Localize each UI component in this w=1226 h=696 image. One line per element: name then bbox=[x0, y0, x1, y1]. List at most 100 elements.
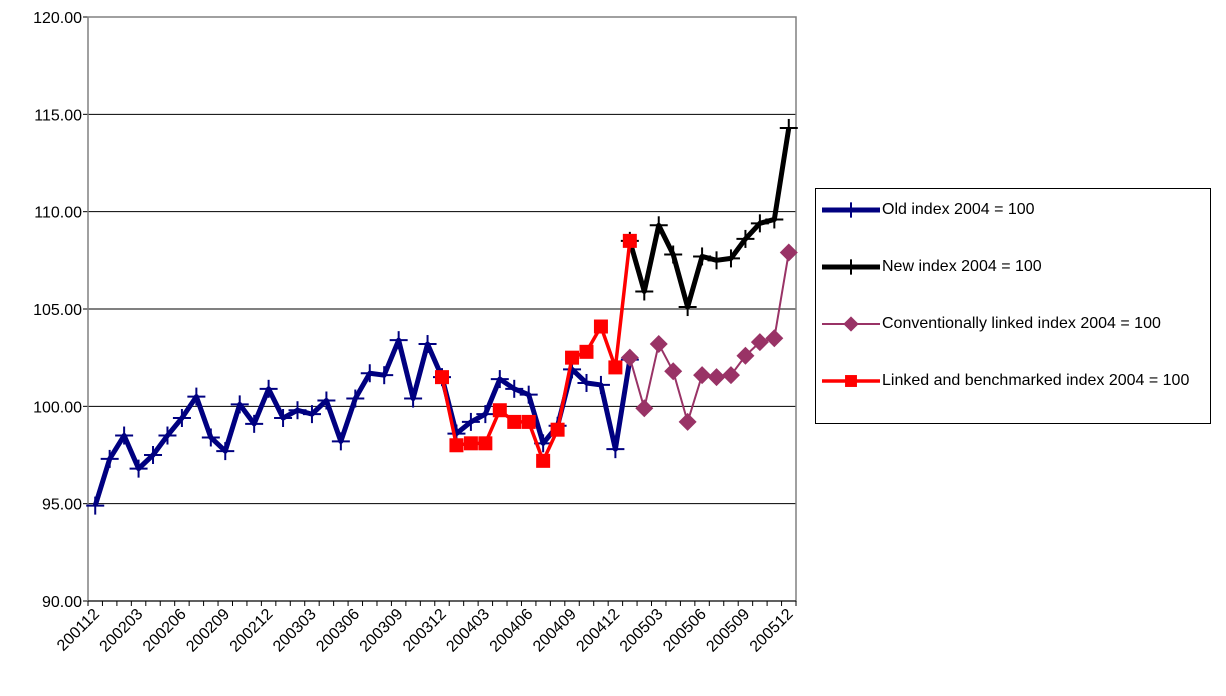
marker bbox=[608, 360, 623, 375]
x-tick-label: 200409 bbox=[530, 606, 580, 656]
marker bbox=[521, 414, 536, 429]
marker bbox=[158, 426, 177, 445]
marker bbox=[172, 409, 191, 428]
marker bbox=[635, 282, 654, 301]
marker bbox=[476, 405, 495, 424]
marker bbox=[577, 373, 596, 392]
marker bbox=[187, 387, 206, 406]
marker bbox=[216, 442, 235, 461]
marker bbox=[606, 440, 625, 459]
x-tick-label: 200506 bbox=[660, 606, 710, 656]
marker bbox=[843, 202, 859, 218]
marker bbox=[664, 245, 683, 264]
legend-swatch bbox=[822, 375, 880, 387]
marker bbox=[288, 401, 307, 420]
x-tick-label: 200212 bbox=[227, 606, 277, 656]
marker bbox=[765, 329, 784, 348]
marker bbox=[721, 249, 740, 268]
marker bbox=[750, 333, 769, 352]
legend-label: New index 2004 = 100 bbox=[882, 258, 1042, 275]
legend-swatch bbox=[822, 259, 880, 275]
marker bbox=[693, 247, 712, 266]
legend-entry: Conventionally linked index 2004 = 100 bbox=[820, 313, 1210, 334]
marker bbox=[230, 395, 249, 414]
x-tick-label: 200312 bbox=[400, 606, 450, 656]
legend: Old index 2004 = 100 New index 2004 = 100… bbox=[815, 188, 1211, 424]
x-tick-label: 200509 bbox=[703, 606, 753, 656]
marker bbox=[707, 368, 726, 387]
legend-label: Old index 2004 = 100 bbox=[882, 201, 1035, 218]
marker bbox=[461, 412, 480, 431]
marker bbox=[302, 405, 321, 424]
marker bbox=[693, 366, 712, 385]
marker bbox=[750, 214, 769, 233]
marker bbox=[507, 414, 522, 429]
y-tick-label: 115.00 bbox=[34, 107, 82, 124]
marker bbox=[678, 412, 697, 431]
y-tick-label: 110.00 bbox=[34, 205, 82, 222]
marker bbox=[649, 335, 668, 354]
x-tick-label: 200412 bbox=[573, 606, 623, 656]
x-tick-label: 200512 bbox=[747, 606, 797, 656]
legend-entry: Linked and benchmarked index 2004 = 100 bbox=[820, 370, 1210, 391]
marker bbox=[274, 409, 293, 428]
legend-label: Conventionally linked index 2004 = 100 bbox=[882, 315, 1161, 332]
marker bbox=[144, 446, 163, 464]
x-tick-label: 200209 bbox=[183, 606, 233, 656]
marker bbox=[591, 375, 610, 394]
marker bbox=[492, 403, 507, 418]
marker bbox=[418, 335, 437, 354]
marker bbox=[360, 364, 379, 383]
marker bbox=[536, 453, 551, 468]
marker bbox=[201, 428, 220, 447]
y-tick-label: 120.00 bbox=[33, 10, 82, 27]
x-tick-label: 200503 bbox=[617, 606, 667, 656]
marker bbox=[245, 414, 264, 433]
marker bbox=[721, 366, 740, 385]
legend-swatch bbox=[822, 202, 880, 218]
y-tick-label: 100.00 bbox=[33, 399, 82, 416]
marker bbox=[463, 436, 478, 451]
marker bbox=[259, 379, 278, 398]
marker bbox=[565, 350, 580, 365]
marker bbox=[736, 346, 755, 365]
y-tick-label: 95.00 bbox=[42, 497, 82, 514]
x-tick-label: 200403 bbox=[443, 606, 493, 656]
marker bbox=[435, 370, 449, 385]
marker bbox=[550, 422, 565, 437]
series-line bbox=[627, 127, 792, 310]
marker bbox=[505, 379, 524, 398]
marker bbox=[490, 370, 509, 389]
marker bbox=[620, 348, 639, 367]
marker bbox=[404, 389, 423, 408]
marker bbox=[843, 259, 859, 275]
marker bbox=[779, 243, 798, 262]
legend-swatch bbox=[822, 316, 880, 332]
marker bbox=[579, 344, 594, 359]
marker bbox=[678, 298, 697, 317]
marker bbox=[86, 496, 105, 515]
marker bbox=[449, 438, 464, 453]
marker bbox=[375, 366, 394, 385]
marker bbox=[129, 459, 148, 478]
y-tick-label: 90.00 bbox=[42, 594, 82, 611]
marker bbox=[115, 426, 134, 445]
marker bbox=[389, 331, 408, 350]
marker bbox=[707, 251, 726, 270]
marker bbox=[765, 210, 784, 229]
marker bbox=[635, 399, 654, 418]
marker bbox=[736, 229, 755, 248]
marker bbox=[593, 319, 608, 334]
x-tick-label: 200206 bbox=[140, 606, 190, 656]
x-tick-label: 200309 bbox=[357, 606, 407, 656]
marker bbox=[843, 316, 859, 332]
marker bbox=[478, 436, 493, 451]
marker bbox=[845, 375, 857, 387]
legend-entry: Old index 2004 = 100 bbox=[820, 199, 1210, 220]
marker bbox=[664, 362, 683, 381]
legend-entry: New index 2004 = 100 bbox=[820, 256, 1210, 277]
marker bbox=[100, 449, 119, 468]
y-tick-label: 105.00 bbox=[33, 302, 82, 319]
